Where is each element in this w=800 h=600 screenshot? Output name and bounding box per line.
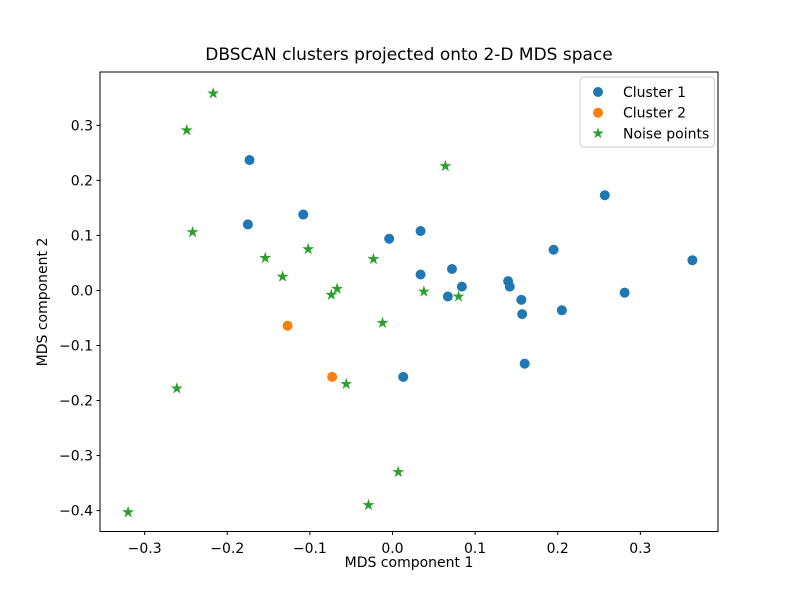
y-tick-label: −0.4 [59,504,93,520]
x-tick-label: −0.1 [293,541,327,557]
noise-points-point [122,505,135,518]
cluster-1-point [446,264,457,275]
cluster-1-point [415,226,426,237]
noise-points-point [276,270,289,282]
cluster-1-point [415,269,426,280]
legend-label-noise-points: Noise points [623,126,709,142]
noise-points-point [376,316,389,329]
noise-points-point [186,225,199,238]
noise-points-point [452,290,465,302]
noise-points-point [180,124,193,136]
legend-cluster-1-marker-icon [593,87,603,97]
noise-points-point [340,377,353,390]
noise-points-point [302,242,315,255]
cluster-1-point [556,305,567,316]
cluster-1-point [242,219,253,230]
y-tick-label: 0.3 [71,118,93,134]
noise-points-point [170,382,183,394]
cluster-1-point [398,371,409,382]
x-tick-label: −0.2 [210,541,244,557]
cluster-1-point [298,209,309,220]
noise-points-point [331,282,344,294]
cluster-1-point [687,255,698,266]
x-tick-label: 0.3 [629,541,651,557]
cluster-1-point [516,294,527,305]
noise-points-point [439,159,452,172]
noise-points-point [367,252,380,265]
y-tick-label: −0.3 [59,449,93,465]
cluster-1-point [619,287,630,298]
legend-cluster-2-marker-icon [593,107,603,118]
x-tick-label: 0.0 [381,541,403,557]
x-tick-label: 0.2 [547,541,569,557]
cluster-1-point [548,244,559,255]
noise-points-point [259,251,272,264]
cluster-1-point [244,155,255,166]
cluster-1-point [599,190,610,201]
cluster-1-point [519,358,530,369]
legend-label-cluster-1: Cluster 1 [623,85,686,101]
x-tick-label: −0.3 [128,541,162,557]
y-tick-label: 0.0 [71,283,93,299]
cluster-2-point [327,371,338,382]
noise-points-point [392,465,405,478]
chart-title: DBSCAN clusters projected onto 2-D MDS s… [205,45,613,65]
y-tick-label: 0.1 [71,228,93,244]
y-tick-label: −0.1 [59,338,93,354]
noise-points-point [207,87,220,99]
cluster-1-point [456,281,467,292]
axes-frame [99,71,719,532]
cluster-1-point [504,281,515,292]
noise-points-point [417,285,430,297]
cluster-1-point [384,233,395,244]
y-tick-label: −0.2 [59,394,93,410]
x-axis-label: MDS component 1 [344,555,474,571]
cluster-2-point [282,320,293,331]
y-tick-label: 0.2 [71,173,93,189]
legend-label-cluster-2: Cluster 2 [623,106,686,122]
noise-points-point [362,498,375,511]
legend-noise-points-marker-icon [592,127,604,139]
cluster-1-point [442,291,453,302]
legend-box [579,76,715,148]
cluster-1-point [517,309,528,320]
y-axis-label: MDS component 2 [35,237,51,367]
noise-points-point [325,288,338,300]
x-tick-label: 0.1 [464,541,486,557]
